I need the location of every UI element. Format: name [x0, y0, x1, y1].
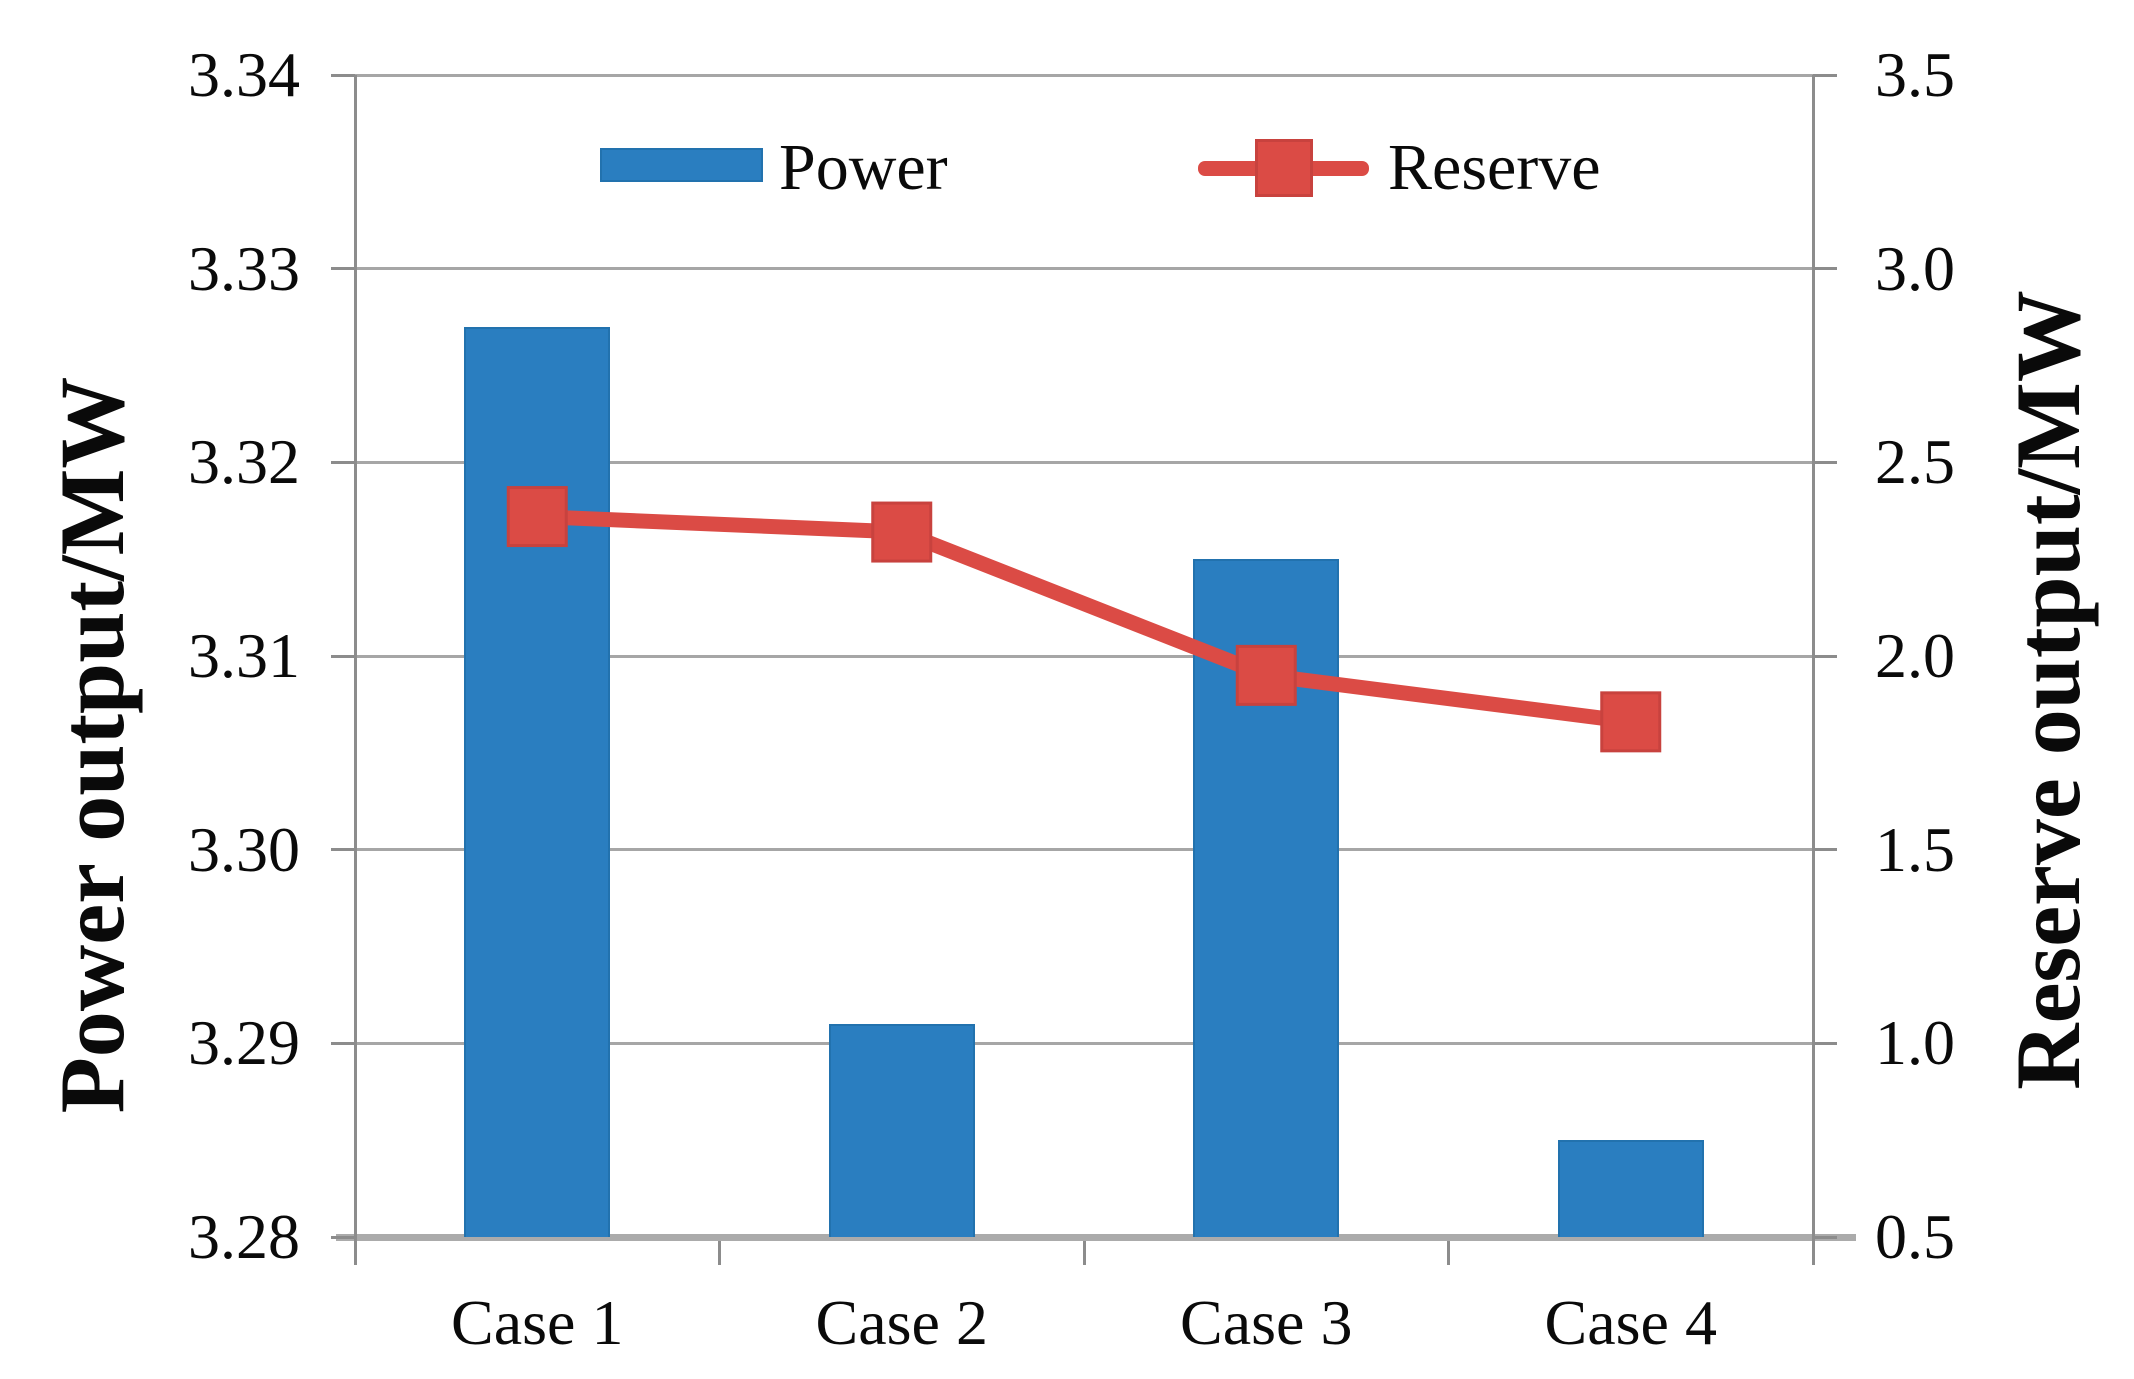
x-axis-category-label: Case 4: [1544, 1287, 1717, 1358]
gridline: [355, 1041, 1813, 1045]
x-axis-tick: [1811, 1241, 1815, 1265]
right-axis-line: [1811, 75, 1815, 1263]
x-axis-category-label: Case 3: [1180, 1287, 1353, 1358]
left-axis-tick-label: 3.34: [188, 39, 300, 110]
legend-reserve-marker-icon: [1255, 139, 1313, 197]
x-axis-tick: [1447, 1241, 1450, 1265]
x-axis-category-label: Case 1: [451, 1287, 624, 1358]
power-bar: [1557, 1140, 1704, 1237]
right-axis-tick-label: 1.5: [1875, 813, 1955, 885]
reserve-line-chart: [506, 486, 1662, 753]
right-axis-tick-label: 2.5: [1875, 426, 1955, 498]
right-axis-tick-label: 3.0: [1875, 232, 1955, 304]
gridline: [355, 73, 1813, 77]
x-axis-tick: [353, 1241, 357, 1265]
left-axis-tick: [331, 267, 355, 271]
right-axis-tick: [1813, 1235, 1837, 1239]
legend-reserve-label: Reserve: [1388, 131, 1601, 204]
power-bar: [828, 1023, 975, 1237]
legend-power-swatch: [600, 148, 763, 182]
right-axis-tick: [1813, 654, 1837, 658]
reserve-marker: [506, 486, 568, 548]
x-axis-tick: [718, 1241, 721, 1265]
gridline: [355, 460, 1813, 464]
power-bar: [464, 326, 611, 1237]
right-axis-tick: [1813, 1041, 1837, 1045]
right-axis-tick-label: 2.0: [1875, 620, 1955, 691]
left-axis-line: [353, 75, 357, 1263]
reserve-marker: [871, 501, 933, 563]
left-axis-tick-label: 3.29: [188, 1007, 300, 1079]
left-axis-tick: [331, 848, 355, 852]
gridline: [355, 654, 1813, 658]
left-axis-tick-label: 3.31: [188, 620, 300, 691]
left-axis-tick-label: 3.32: [188, 426, 300, 498]
left-axis-tick-label: 3.30: [188, 813, 300, 885]
x-axis-category-label: Case 2: [815, 1287, 988, 1358]
x-axis-line: [336, 1234, 1856, 1241]
right-axis-tick-label: 0.5: [1875, 1201, 1955, 1272]
right-axis-tick-label: 3.5: [1875, 39, 1955, 110]
left-axis-tick: [331, 1235, 355, 1239]
x-axis-tick: [1082, 1241, 1086, 1265]
left-axis-tick-label: 3.33: [188, 232, 300, 304]
left-axis-tick: [331, 1041, 355, 1045]
gridline: [355, 267, 1813, 271]
reserve-marker: [1235, 644, 1297, 706]
right-axis-tick: [1813, 73, 1837, 77]
right-axis-tick: [1813, 460, 1837, 464]
right-axis-tick: [1813, 267, 1837, 271]
left-axis-tick: [331, 73, 355, 77]
right-axis-tick: [1813, 848, 1837, 852]
legend-power-label: Power: [779, 131, 948, 204]
right-axis-tick-label: 1.0: [1875, 1007, 1955, 1079]
left-axis-tick: [331, 460, 355, 464]
left-axis-tick-label: 3.28: [188, 1201, 300, 1272]
gridline: [355, 848, 1813, 852]
reserve-marker: [1600, 691, 1662, 753]
left-axis-tick: [331, 654, 355, 658]
reserve-line: [536, 509, 1632, 730]
right-axis-title: Reserve output/MW: [1997, 290, 2099, 1090]
